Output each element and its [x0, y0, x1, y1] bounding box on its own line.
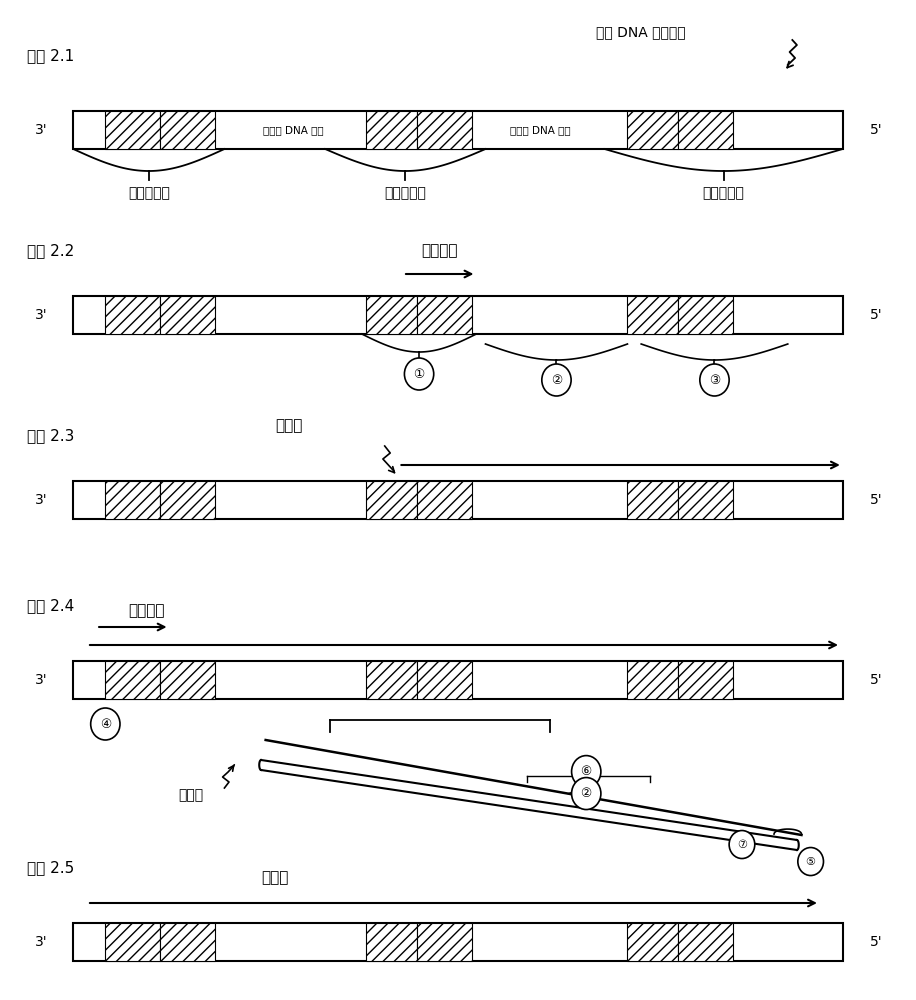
Bar [366, 481, 417, 519]
Circle shape [91, 708, 120, 740]
Text: ③: ③ [709, 373, 720, 386]
Text: 面板 2.1: 面板 2.1 [27, 48, 75, 63]
Text: ②: ② [581, 787, 592, 800]
Text: 第一衔接子: 第一衔接子 [385, 186, 426, 200]
Text: 5': 5' [870, 673, 883, 687]
Circle shape [404, 358, 434, 390]
Text: 5': 5' [870, 935, 883, 949]
Text: 第二衔接子: 第二衔接子 [703, 186, 745, 200]
Text: 第二链: 第二链 [179, 788, 203, 802]
Bar [678, 296, 733, 334]
Text: 第二链: 第二链 [275, 418, 302, 433]
Text: ④: ④ [100, 718, 111, 730]
Bar [678, 481, 733, 519]
Text: 5': 5' [870, 493, 883, 507]
Circle shape [542, 364, 572, 396]
Bar [678, 111, 733, 149]
Text: 面板 2.5: 面板 2.5 [27, 860, 75, 876]
Text: ⑥: ⑥ [581, 765, 592, 778]
Bar [627, 481, 678, 519]
Text: 第一靶 DNA 序列: 第一靶 DNA 序列 [510, 125, 571, 135]
Circle shape [572, 778, 601, 810]
Bar [627, 296, 678, 334]
Text: 第三衔接子: 第三衔接子 [128, 186, 169, 200]
Text: ②: ② [551, 373, 562, 386]
Bar [417, 923, 472, 961]
Text: 第二靶 DNA 序列: 第二靶 DNA 序列 [263, 125, 323, 135]
Circle shape [729, 831, 755, 859]
Bar [366, 923, 417, 961]
Text: 面板 2.2: 面板 2.2 [27, 243, 75, 258]
Text: 3': 3' [35, 308, 48, 322]
Bar [627, 661, 678, 699]
Text: ⑤: ⑤ [806, 857, 815, 867]
Bar [73, 923, 843, 961]
Bar [105, 296, 160, 334]
Bar [160, 481, 215, 519]
Bar [73, 481, 843, 519]
Bar [417, 111, 472, 149]
Text: 5': 5' [870, 123, 883, 137]
Bar [366, 296, 417, 334]
Bar [160, 111, 215, 149]
Bar [366, 111, 417, 149]
Bar [160, 661, 215, 699]
Text: ⑦: ⑦ [737, 840, 747, 850]
Bar [160, 296, 215, 334]
Bar [73, 296, 843, 334]
Bar [105, 481, 160, 519]
Text: 5': 5' [870, 308, 883, 322]
Circle shape [572, 756, 601, 788]
Text: 第二引物: 第二引物 [128, 603, 165, 618]
Text: 面板 2.3: 面板 2.3 [27, 428, 75, 444]
Text: 3': 3' [35, 493, 48, 507]
Bar [417, 481, 472, 519]
Bar [627, 923, 678, 961]
Text: 第一引物: 第一引物 [421, 243, 458, 258]
Bar [627, 111, 678, 149]
Bar [73, 111, 843, 149]
Text: 模板 DNA 多核苷酸: 模板 DNA 多核苷酸 [596, 25, 686, 39]
Bar [73, 661, 843, 699]
Text: 3': 3' [35, 935, 48, 949]
Text: 3': 3' [35, 123, 48, 137]
Bar [105, 923, 160, 961]
Text: 第三链: 第三链 [261, 870, 289, 885]
Circle shape [798, 848, 823, 876]
Bar [105, 661, 160, 699]
Text: ①: ① [413, 367, 425, 380]
Bar [678, 923, 733, 961]
Bar [366, 661, 417, 699]
Text: 3': 3' [35, 673, 48, 687]
Text: 面板 2.4: 面板 2.4 [27, 598, 75, 613]
Bar [417, 661, 472, 699]
Bar [160, 923, 215, 961]
Bar [678, 661, 733, 699]
Bar [417, 296, 472, 334]
Circle shape [700, 364, 729, 396]
Bar [105, 111, 160, 149]
